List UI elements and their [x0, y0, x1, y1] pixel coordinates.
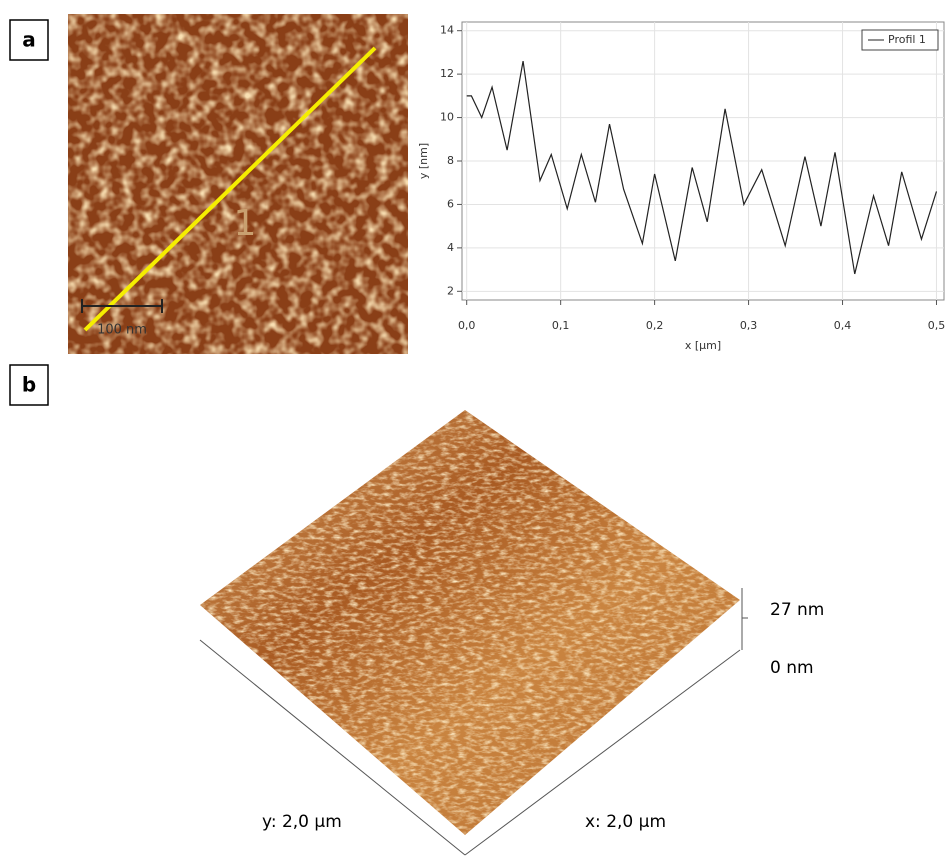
y-tick-label: 14: [440, 24, 454, 37]
y-axis-label: y [nm]: [417, 143, 430, 179]
x-tick-label: 0,4: [834, 319, 852, 332]
afm-image: [68, 14, 408, 354]
x-tick-label: 0,1: [552, 319, 570, 332]
legend-box: [861, 29, 939, 51]
y-tick-label: 8: [447, 154, 454, 167]
x-tick-label: 0,0: [458, 319, 476, 332]
z-min-label: 0 nm: [770, 658, 814, 678]
profile-line: [466, 60, 938, 275]
panel-box: [9, 19, 49, 61]
y-tick-label: 2: [447, 284, 454, 297]
y-tick-label: 4: [447, 241, 454, 254]
legend-label: Profil 1: [888, 33, 926, 46]
y-tick-label: 12: [440, 67, 454, 80]
y-tick-label: 6: [447, 197, 454, 210]
x-axis-label: x [µm]: [685, 339, 721, 352]
panel-label: a: [22, 28, 36, 52]
y-tick-label: 10: [440, 111, 454, 124]
profile-marker: 1: [234, 203, 257, 244]
x-size-label: x: 2,0 µm: [585, 812, 666, 832]
scale-bar-label: 100 nm: [97, 323, 147, 338]
profile-chart: 2 4 6 8 10 12 14 0,0 0,1 0,2 0,3 0,4 0,5 x [µm] y [nm]…: [417, 21, 946, 352]
panel-box: [9, 364, 49, 406]
panel-label: b: [22, 373, 36, 397]
z-max-label: 27 nm: [770, 600, 824, 620]
y-size-label: y: 2,0 µm: [262, 812, 342, 832]
x-tick-label: 0,5: [928, 319, 946, 332]
afm-3d-surface: [199, 410, 748, 856]
x-tick-label: 0,2: [646, 319, 664, 332]
x-tick-label: 0,3: [740, 319, 758, 332]
